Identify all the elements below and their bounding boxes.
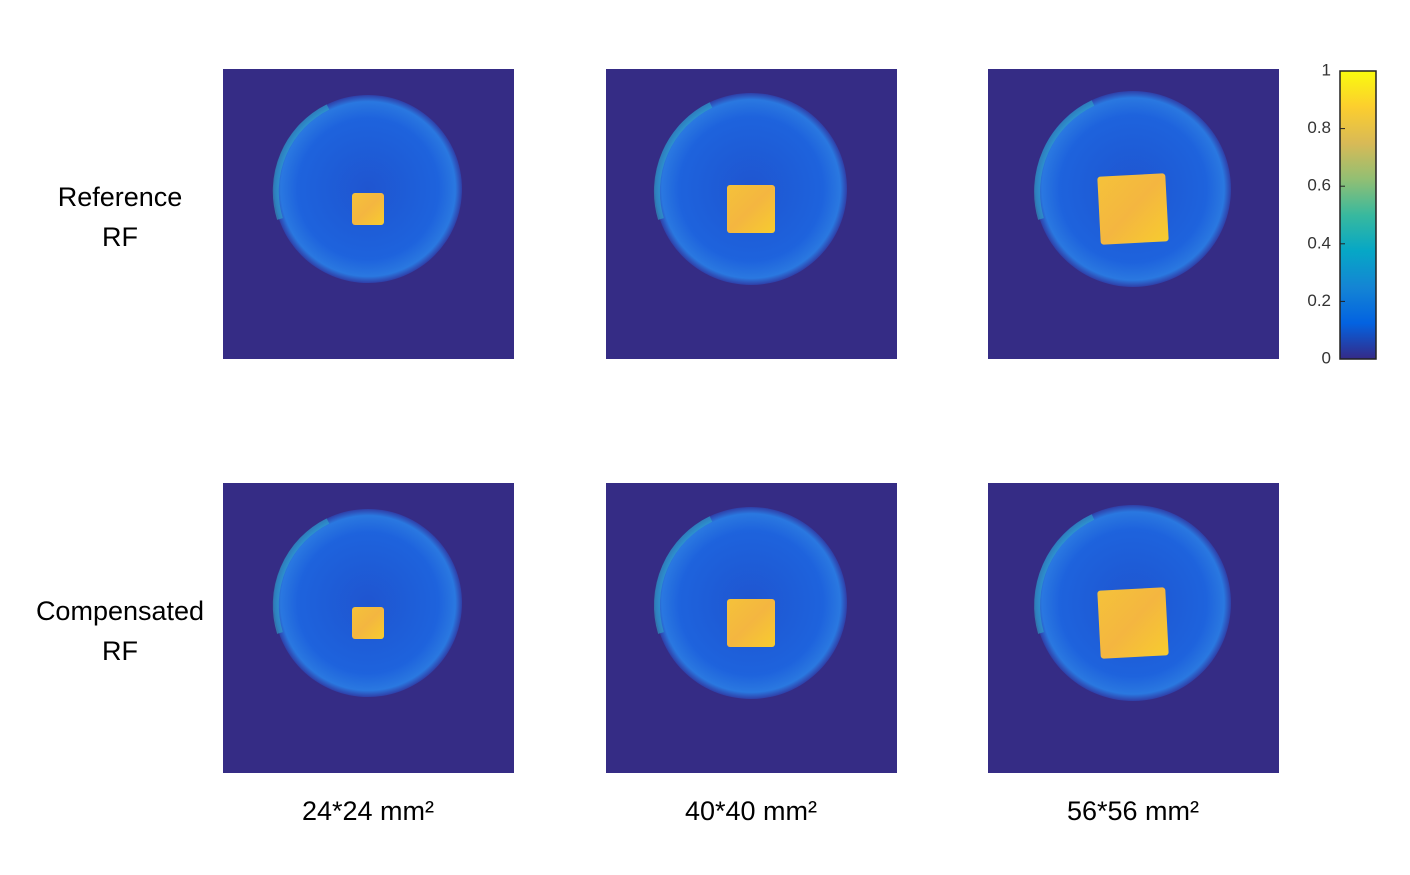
edge-highlight — [654, 516, 713, 634]
colorbar-tick-label: 0 — [1322, 348, 1331, 367]
row-label: RF — [102, 636, 138, 666]
column-label: 24*24 mm² — [302, 796, 434, 826]
colorbar-tick-label: 0.2 — [1307, 291, 1331, 310]
edge-highlight — [272, 518, 330, 634]
colorbar-tick-label: 0.6 — [1307, 176, 1331, 195]
column-label: 40*40 mm² — [685, 796, 817, 826]
excitation-square — [727, 185, 775, 233]
column-label: 56*56 mm² — [1067, 796, 1199, 826]
edge-highlight — [654, 102, 713, 220]
edge-highlight — [1034, 100, 1095, 220]
excitation-square — [1097, 173, 1169, 245]
edge-highlight — [272, 104, 330, 220]
row-label: Reference — [58, 182, 183, 212]
phantom-disk — [274, 95, 462, 283]
excitation-square — [352, 193, 384, 225]
phantom-disk — [274, 509, 462, 697]
colorbar — [1339, 70, 1377, 360]
colorbar-tick-label: 0.8 — [1307, 118, 1331, 137]
excitation-square — [1097, 587, 1169, 659]
edge-highlight — [1034, 514, 1095, 634]
colorbar-tick-label: 1 — [1322, 60, 1331, 79]
row-label: RF — [102, 222, 138, 252]
colorbar-tick-label: 0.4 — [1307, 233, 1331, 252]
row-label: Compensated — [36, 596, 204, 626]
excitation-square — [727, 599, 775, 647]
excitation-square — [352, 607, 384, 639]
